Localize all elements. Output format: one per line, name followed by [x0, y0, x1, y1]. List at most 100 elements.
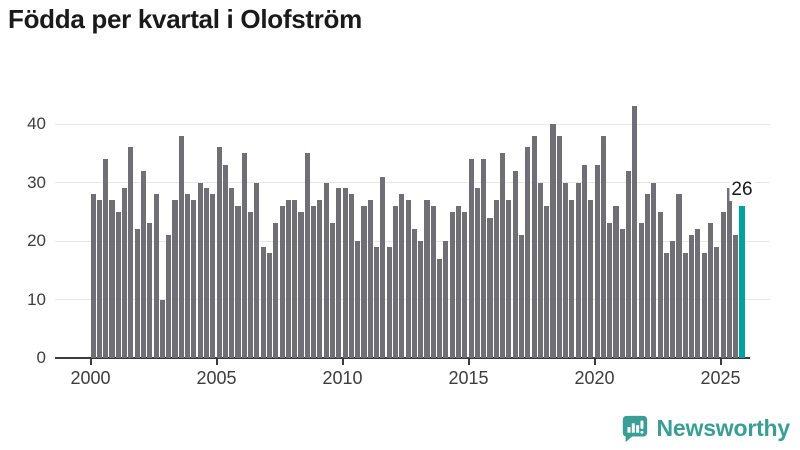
bar-2005-q3	[229, 188, 235, 358]
bar-2002-q1	[140, 170, 147, 358]
y-axis-tick-20: 20	[27, 231, 46, 250]
bar-2014-q3	[455, 205, 462, 358]
bar-2011-q3	[380, 176, 386, 358]
bar-2005-q1	[216, 147, 222, 358]
bar-2021-q1	[619, 229, 625, 358]
x-axis-tick-2015: 2015	[448, 368, 489, 388]
bar-2021-q2	[626, 170, 632, 358]
x-axis-line	[55, 357, 750, 359]
bar-2016-q2	[500, 153, 506, 358]
bar-2009-q2	[323, 182, 329, 358]
bar-2008-q2	[298, 211, 304, 358]
bar-2009-q3	[329, 223, 336, 358]
bar-2004-q3	[203, 188, 210, 358]
bar-2002-q3	[153, 194, 159, 358]
bar-2021-q3	[632, 106, 638, 358]
bar-2012-q4	[411, 229, 417, 358]
bar-2006-q2	[248, 211, 254, 358]
bar-2013-q2	[424, 200, 430, 358]
bar-2017-q4	[537, 182, 543, 358]
bar-2000-q3	[103, 159, 109, 358]
y-axis-tick-10: 10	[27, 289, 46, 309]
bar-2006-q4	[260, 246, 266, 358]
bar-2016-q3	[506, 200, 512, 358]
bar-2010-q1	[342, 188, 348, 358]
bar-2020-q4	[613, 205, 619, 358]
bar-2017-q1	[518, 235, 525, 358]
bar-2001-q1	[115, 211, 121, 358]
bar-2000-q2	[96, 200, 102, 358]
bar-2003-q4	[185, 194, 191, 358]
bar-2022-q3	[657, 211, 663, 358]
bar-2004-q1	[191, 200, 197, 358]
bar-2025-q1	[720, 211, 726, 358]
bar-2003-q1	[166, 235, 172, 358]
chart-title: Födda per kvartal i Olofström	[8, 4, 362, 34]
bar-2012-q3	[405, 200, 411, 358]
bar-2019-q2	[575, 182, 581, 358]
bar-2014-q4	[462, 211, 468, 358]
bar-2023-q1	[670, 241, 676, 358]
bar-2009-q4	[336, 188, 342, 358]
bar-2011-q4	[386, 246, 392, 358]
bar-2017-q3	[531, 135, 537, 358]
bar-2005-q4	[235, 205, 241, 358]
bar-2015-q2	[474, 188, 480, 358]
bar-2001-q3	[128, 147, 134, 358]
bar-2023-q3	[682, 252, 688, 358]
bar-2008-q1	[292, 200, 298, 358]
x-axis-tickmark-2010	[341, 358, 344, 365]
bar-2018-q4	[563, 182, 569, 358]
bar-2022-q1	[644, 194, 651, 358]
bar-2023-q2	[676, 194, 682, 358]
bar-2000-q4	[109, 200, 115, 358]
bar-2018-q2	[550, 124, 556, 358]
bar-2014-q2	[449, 211, 455, 358]
x-axis-tickmark-2000	[89, 358, 92, 365]
bar-2004-q4	[210, 194, 216, 358]
bar-2012-q2	[399, 194, 405, 358]
bar-2019-q3	[581, 164, 588, 358]
value-annotation: 26	[729, 178, 755, 201]
bar-2017-q2	[525, 147, 531, 358]
bar-2025-q2	[726, 188, 732, 358]
bar-2020-q3	[607, 223, 613, 358]
bar-2002-q4	[159, 299, 165, 358]
bar-2006-q3	[254, 182, 260, 358]
bar-2013-q4	[437, 258, 443, 358]
bar-2014-q1	[443, 241, 449, 358]
bar-2004-q2	[197, 182, 203, 358]
bar-2001-q2	[122, 188, 128, 358]
bar-2022-q4	[663, 252, 669, 358]
y-axis-tick-0: 0	[36, 348, 46, 367]
bar-2015-q3	[481, 159, 487, 358]
bar-2000-q1	[90, 194, 96, 358]
bar-2024-q4	[714, 246, 720, 358]
bar-2005-q2	[222, 164, 228, 358]
x-axis-tick-2000: 2000	[70, 368, 111, 388]
bar-2011-q2	[374, 246, 380, 358]
x-axis-tick-2010: 2010	[322, 368, 363, 388]
newsworthy-logo-icon	[620, 413, 650, 443]
bar-2022-q2	[651, 182, 657, 358]
bar-2020-q2	[600, 135, 606, 358]
bar-2025-q3	[733, 235, 739, 358]
bar-2003-q2	[172, 200, 178, 358]
bar-2019-q4	[588, 200, 594, 358]
y-axis-tick-30: 30	[27, 172, 46, 192]
bar-2019-q1	[569, 200, 575, 358]
newsworthy-logo[interactable]: Newsworthy	[620, 412, 790, 444]
newsworthy-logo-text: Newsworthy	[656, 414, 791, 441]
bar-2023-q4	[689, 235, 695, 358]
bar-2007-q1	[266, 252, 273, 358]
bar-2010-q2	[348, 194, 354, 358]
x-axis-tickmark-2020	[593, 358, 596, 365]
bar-2021-q4	[638, 223, 644, 358]
bar-2001-q4	[134, 229, 140, 358]
bar-2002-q2	[147, 223, 153, 358]
x-axis-tickmark-2005	[215, 358, 218, 365]
bar-2011-q1	[367, 200, 373, 358]
x-axis-tickmark-2025	[719, 358, 722, 365]
